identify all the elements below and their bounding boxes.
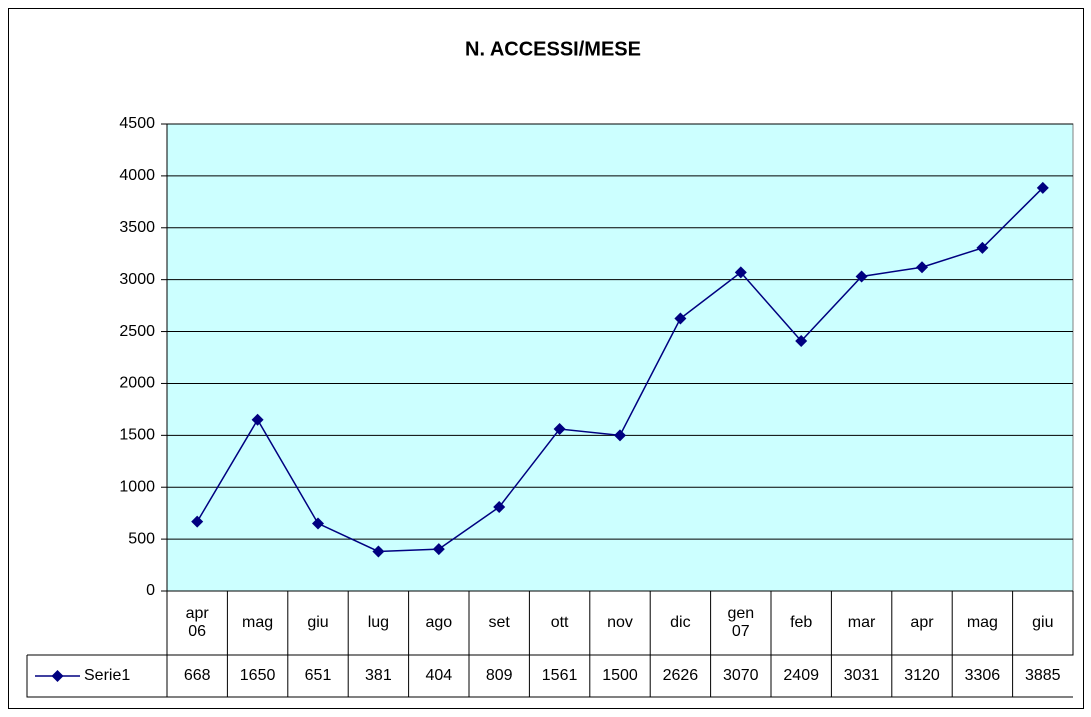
marker	[553, 423, 566, 436]
marker	[372, 545, 385, 558]
table-value: 3885	[1013, 655, 1073, 697]
marker	[191, 515, 204, 528]
table-value: 809	[469, 655, 529, 697]
table-value: 404	[409, 655, 469, 697]
table-value-text: 1500	[602, 667, 638, 684]
marker	[1036, 181, 1049, 194]
x-tick-label-text: nov	[607, 614, 633, 631]
table-value-text: 3306	[964, 667, 1001, 684]
marker	[674, 312, 687, 325]
y-tick-label: 0	[146, 582, 155, 599]
marker	[795, 334, 808, 347]
marker	[493, 501, 506, 514]
table-value-text: 2409	[783, 667, 819, 684]
marker	[976, 241, 989, 254]
table-value: 381	[348, 655, 408, 697]
x-tick-label-text: ago	[425, 614, 453, 631]
x-tick-label-text: mag	[966, 614, 998, 631]
table-value-text: 1650	[239, 667, 276, 684]
x-tick-label-text: lug	[367, 614, 390, 631]
marker	[855, 270, 868, 283]
table-value: 2409	[771, 655, 831, 697]
table-value-text: 3120	[904, 667, 940, 684]
x-tick-label: lug	[348, 591, 408, 655]
plot-area	[166, 123, 1074, 592]
table-value: 668	[167, 655, 227, 697]
x-tick-label: gen 07	[711, 591, 771, 655]
x-tick-label: ago	[409, 591, 469, 655]
x-tick-label-text: apr 06	[185, 605, 209, 640]
y-tick-label: 4500	[119, 115, 155, 132]
chart-title: N. ACCESSI/MESE	[465, 38, 641, 60]
x-tick-label-text: mag	[242, 614, 274, 631]
legend-label: Serie1	[84, 667, 130, 684]
y-tick-label: 500	[128, 530, 155, 547]
marker	[312, 517, 324, 530]
table-value: 1561	[529, 655, 589, 697]
table-value-text: 3885	[1024, 667, 1061, 684]
x-tick-label: mar	[831, 591, 891, 655]
x-tick-label-text: set	[488, 614, 510, 631]
x-tick-label-text: apr	[910, 614, 934, 631]
table-value-text: 3070	[722, 667, 759, 684]
table-value: 1650	[227, 655, 287, 697]
x-tick-label: apr 06	[167, 591, 227, 655]
table-value-text: 3031	[843, 667, 880, 684]
marker	[734, 266, 747, 279]
table-value-text: 809	[485, 667, 513, 684]
x-tick-label-text: giu	[1032, 614, 1054, 631]
x-tick-label: feb	[771, 591, 831, 655]
x-tick-label-text: ott	[550, 614, 569, 631]
x-tick-label-text: dic	[670, 614, 691, 631]
table-value-text: 668	[183, 667, 211, 684]
y-tick-label: 3000	[119, 271, 155, 288]
x-tick-label-text: feb	[790, 614, 813, 631]
marker	[614, 429, 626, 442]
table-value-text: 651	[304, 667, 332, 684]
x-tick-label: nov	[590, 591, 650, 655]
x-tick-label: apr	[892, 591, 952, 655]
y-tick-label: 1500	[119, 427, 155, 444]
marker	[432, 543, 445, 556]
y-tick-label: 3500	[119, 219, 155, 236]
x-tick-label-text: giu	[307, 614, 329, 631]
table-value: 2626	[650, 655, 710, 697]
table-value: 3070	[711, 655, 771, 697]
marker	[251, 413, 264, 426]
x-tick-label: mag	[952, 591, 1012, 655]
table-value-text: 1561	[541, 667, 578, 684]
table-value-text: 381	[365, 667, 392, 684]
x-tick-label: dic	[650, 591, 710, 655]
x-tick-label: ott	[529, 591, 589, 655]
table-value: 3031	[831, 655, 891, 697]
y-tick-label: 4000	[119, 167, 155, 184]
table-value: 3120	[892, 655, 952, 697]
x-tick-label: giu	[288, 591, 348, 655]
table-value-text: 404	[425, 667, 453, 684]
y-tick-label: 1000	[119, 478, 155, 495]
x-tick-label-text: mar	[847, 614, 876, 631]
table-value-text: 2626	[662, 667, 699, 684]
legend-marker	[51, 670, 64, 682]
table-value: 1500	[590, 655, 650, 697]
x-tick-label: mag	[227, 591, 287, 655]
x-tick-label-text: gen 07	[727, 605, 755, 640]
x-tick-label: set	[469, 591, 529, 655]
x-tick-label: giu	[1013, 591, 1073, 655]
y-tick-label: 2500	[119, 323, 155, 340]
table-grid	[26, 591, 1074, 698]
marker	[916, 261, 928, 274]
table-value: 3306	[952, 655, 1012, 697]
y-tick-label: 2000	[119, 375, 155, 392]
table-value: 651	[288, 655, 348, 697]
